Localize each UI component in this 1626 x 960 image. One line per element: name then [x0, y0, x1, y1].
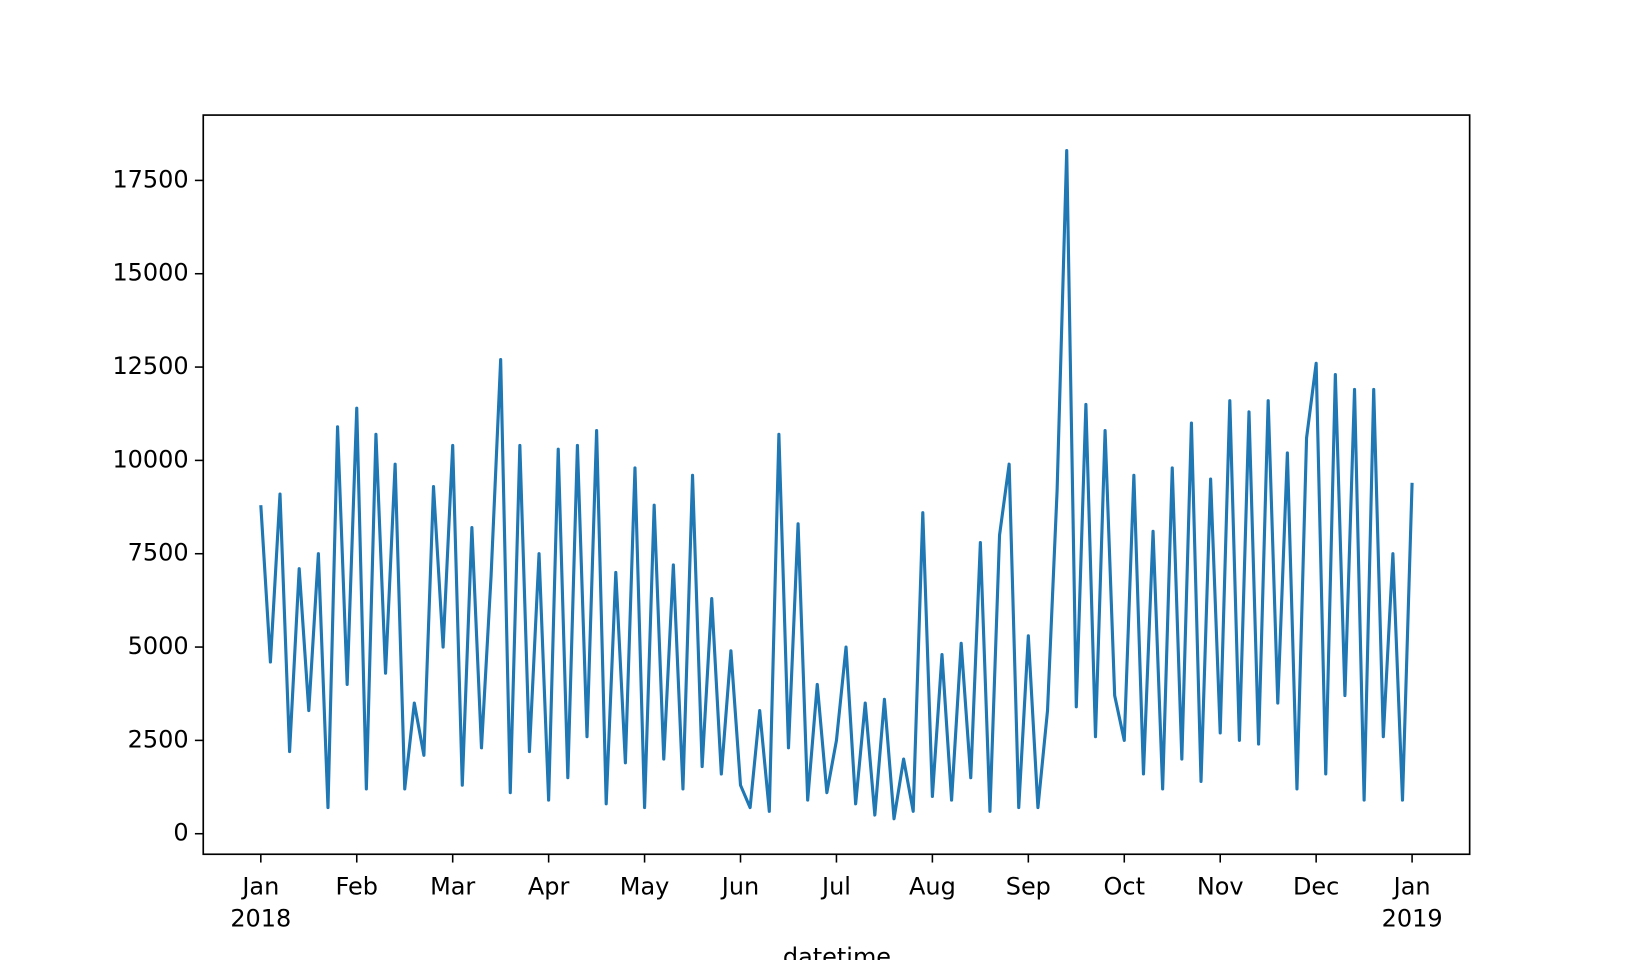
x-tick-label-line: 2018: [230, 905, 291, 933]
x-tick-label-line: Jun: [720, 872, 759, 900]
x-tick-label-line: Aug: [909, 872, 956, 900]
y-tick-label: 15000: [112, 259, 188, 287]
y-tick-label: 10000: [112, 445, 188, 473]
x-tick-label: Apr: [528, 872, 570, 900]
x-tick-label: Feb: [336, 872, 378, 900]
x-tick-label-line: 2019: [1382, 905, 1443, 933]
y-tick-label: 7500: [128, 539, 189, 567]
x-tick-label: Dec: [1293, 872, 1339, 900]
x-tick-label-line: Sep: [1006, 872, 1051, 900]
x-tick-label-line: Jan: [1392, 872, 1431, 900]
x-tick-label: Jun: [720, 872, 759, 900]
y-tick-label: 12500: [112, 352, 188, 380]
x-tick-label-line: Jul: [820, 872, 851, 900]
x-axis-label: datetime: [783, 943, 891, 960]
x-tick-label-line: Jan: [240, 872, 279, 900]
x-tick-label-line: Apr: [528, 872, 570, 900]
x-tick-label-line: May: [620, 872, 670, 900]
x-tick-label: May: [620, 872, 670, 900]
x-tick-label-line: Mar: [430, 872, 475, 900]
y-tick-label: 17500: [112, 165, 188, 193]
x-tick-label: Mar: [430, 872, 475, 900]
x-tick-label: Aug: [909, 872, 956, 900]
y-tick-label: 5000: [128, 632, 189, 660]
y-tick-label: 0: [173, 819, 188, 847]
x-tick-label-line: Oct: [1104, 872, 1145, 900]
line-series: [259, 148, 1414, 821]
plot-frame: [202, 114, 1471, 856]
x-tick-label-line: Dec: [1293, 872, 1339, 900]
x-tick-label: Jul: [820, 872, 851, 900]
x-tick-label: Jan 2019: [1382, 872, 1443, 932]
x-tick-label-line: Feb: [336, 872, 378, 900]
y-tick-label: 2500: [128, 725, 189, 753]
x-tick-label: Oct: [1104, 872, 1145, 900]
x-tick-label: Nov: [1197, 872, 1244, 900]
x-tick-label: Jan 2018: [230, 872, 291, 932]
x-tick-label: Sep: [1006, 872, 1051, 900]
x-tick-label-line: Nov: [1197, 872, 1244, 900]
